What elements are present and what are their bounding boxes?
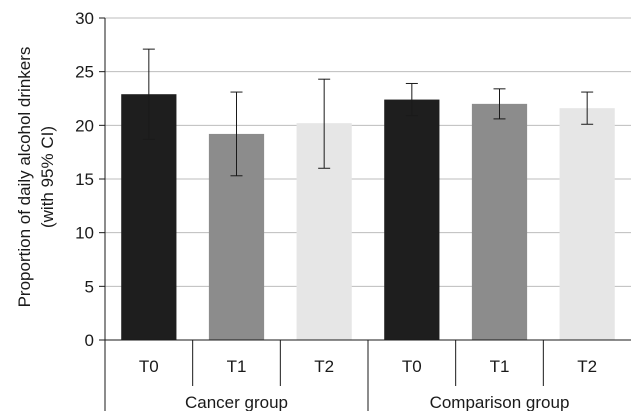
y-tick-label: 5: [85, 277, 94, 296]
y-tick-label: 20: [75, 116, 94, 135]
x-category-label: T2: [577, 357, 597, 376]
grid: [105, 17, 631, 287]
bar: [559, 108, 615, 340]
x-group-label: Cancer group: [185, 393, 288, 411]
y-tick-label: 0: [85, 331, 94, 350]
y-axis-label-line2: (with 95% CI): [38, 126, 57, 228]
x-category-label: T1: [490, 357, 510, 376]
x-category-label: T1: [227, 357, 247, 376]
y-axis-label-line1: Proportion of daily alcohol drinkers: [15, 47, 34, 308]
bar: [471, 103, 528, 340]
bars: [121, 94, 615, 340]
y-tick-label: 10: [75, 224, 94, 243]
error-bars: [142, 48, 594, 177]
y-tick-label: 30: [75, 9, 94, 28]
x-category-label: T0: [402, 357, 422, 376]
x-category-label: T0: [139, 357, 159, 376]
bar: [384, 99, 440, 340]
x-category-label: T2: [314, 357, 334, 376]
y-tick-label: 25: [75, 63, 94, 82]
x-axis-labels: T0 T1 T2 Cancer group T0 T1 T2 Comparison group: [139, 357, 597, 411]
axes: [104, 18, 631, 411]
x-group-label: Comparison group: [430, 393, 570, 411]
y-axis-ticks: 0 5 10 15 20 25 30: [75, 9, 105, 350]
y-tick-label: 15: [75, 170, 94, 189]
